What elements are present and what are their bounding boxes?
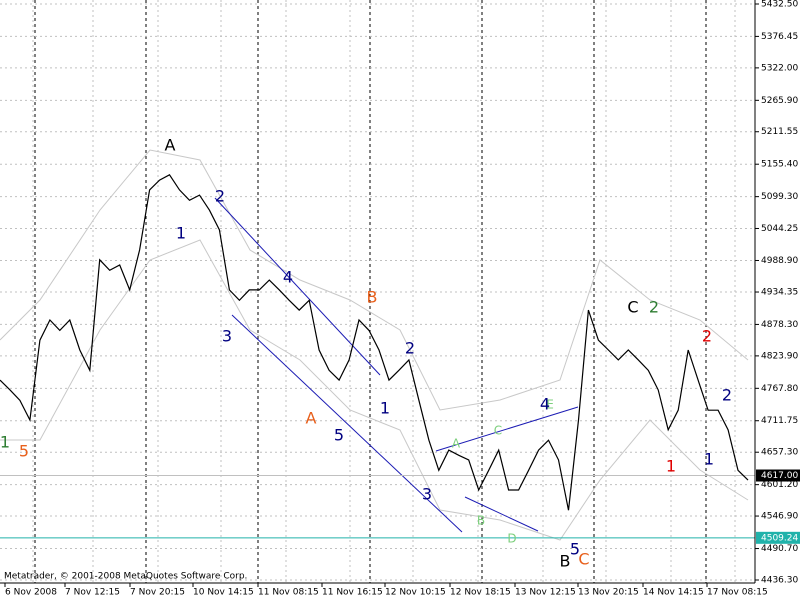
wave-label: 5: [334, 426, 344, 445]
x-tick-label: 11 Nov 16:15: [322, 588, 383, 598]
x-tick-label: 13 Nov 20:15: [578, 588, 639, 598]
y-tick-label: 5211.55: [761, 127, 798, 137]
y-tick-label: 5265.90: [761, 96, 798, 106]
price-label: 4509.24: [761, 533, 798, 543]
y-tick-label: 4436.30: [761, 575, 798, 585]
wave-label: A: [165, 136, 176, 155]
y-tick-label: 4657.30: [761, 448, 798, 458]
wave-label: 2: [405, 339, 415, 358]
lower-band: [0, 239, 749, 541]
y-tick-label: 5099.30: [761, 192, 798, 202]
y-tick-label: 5044.25: [761, 224, 798, 234]
wave-label: 4: [540, 395, 550, 414]
y-tick-label: 4490.70: [761, 544, 798, 554]
x-tick-label: 7 Nov 12:15: [65, 588, 120, 598]
wave-label: 1: [704, 450, 714, 469]
wave-label: A: [306, 409, 317, 428]
trend-line: [435, 406, 579, 452]
wave-label: 1: [380, 399, 390, 418]
wave-label: 5: [570, 540, 580, 559]
y-tick-label: 4988.90: [761, 256, 798, 266]
wave-label: 2: [215, 187, 225, 206]
y-tick-label: 4601.20: [761, 480, 798, 490]
day-separators: [34, 0, 707, 583]
trend-line: [231, 314, 463, 533]
upper-band: [0, 149, 749, 411]
bands: [0, 149, 749, 541]
wave-label: B: [560, 552, 571, 571]
y-tick-label: 5376.45: [761, 32, 798, 42]
x-tick-label: 13 Nov 12:15: [515, 588, 576, 598]
grid: [0, 0, 755, 583]
y-tick-label: 4823.90: [761, 351, 798, 361]
y-tick-label: 5322.00: [761, 63, 798, 73]
x-tick-label: 12 Nov 10:15: [385, 588, 446, 598]
wave-label: D: [507, 532, 516, 546]
y-tick-label: 4878.30: [761, 320, 798, 330]
wave-label: 3: [422, 485, 432, 504]
marks: [0, 174, 755, 539]
wave-label: C: [494, 424, 502, 438]
wave-label: 1: [666, 457, 676, 476]
wave-label: 2: [702, 327, 712, 346]
price-box: [756, 469, 800, 482]
y-tick-label: 5155.40: [761, 160, 798, 170]
wave-label: 2: [649, 298, 659, 317]
wave-label: 5: [19, 442, 29, 461]
wave-label: E: [546, 398, 554, 412]
y-tick-label: 4546.90: [761, 512, 798, 522]
wave-label: 1: [0, 433, 10, 452]
wave-label: C: [627, 298, 638, 317]
wave-label: B: [367, 288, 378, 307]
price-line-series: [0, 174, 749, 511]
price-box: [756, 531, 800, 544]
wave-label: 3: [222, 327, 232, 346]
x-tick-label: 14 Nov 14:15: [643, 588, 704, 598]
footer: Metatrader, © 2001-2008 MetaQuotes Softw…: [4, 572, 247, 582]
wave-label: A: [452, 437, 461, 451]
x-tick-label: 12 Nov 18:15: [450, 588, 511, 598]
wave-label: 4: [283, 268, 293, 287]
wave-label: 1: [176, 224, 186, 243]
wave-label: 2: [722, 386, 732, 405]
x-tick-label: 6 Nov 2008: [5, 588, 57, 598]
y-tick-label: 4711.75: [761, 416, 798, 426]
price-label: 4617.00: [761, 471, 798, 481]
x-tick-label: 7 Nov 20:15: [130, 588, 185, 598]
x-tick-label: 17 Nov 08:15: [707, 588, 768, 598]
wave-label: C: [578, 550, 589, 569]
y-tick-label: 4767.80: [761, 384, 798, 394]
trend-line: [464, 496, 539, 532]
wave-label: B: [477, 514, 485, 528]
y-tick-label: 4934.35: [761, 288, 798, 298]
x-tick-label: 10 Nov 14:15: [193, 588, 254, 598]
y-tick-label: 5432.50: [761, 0, 798, 9]
x-tick-label: 11 Nov 08:15: [258, 588, 319, 598]
